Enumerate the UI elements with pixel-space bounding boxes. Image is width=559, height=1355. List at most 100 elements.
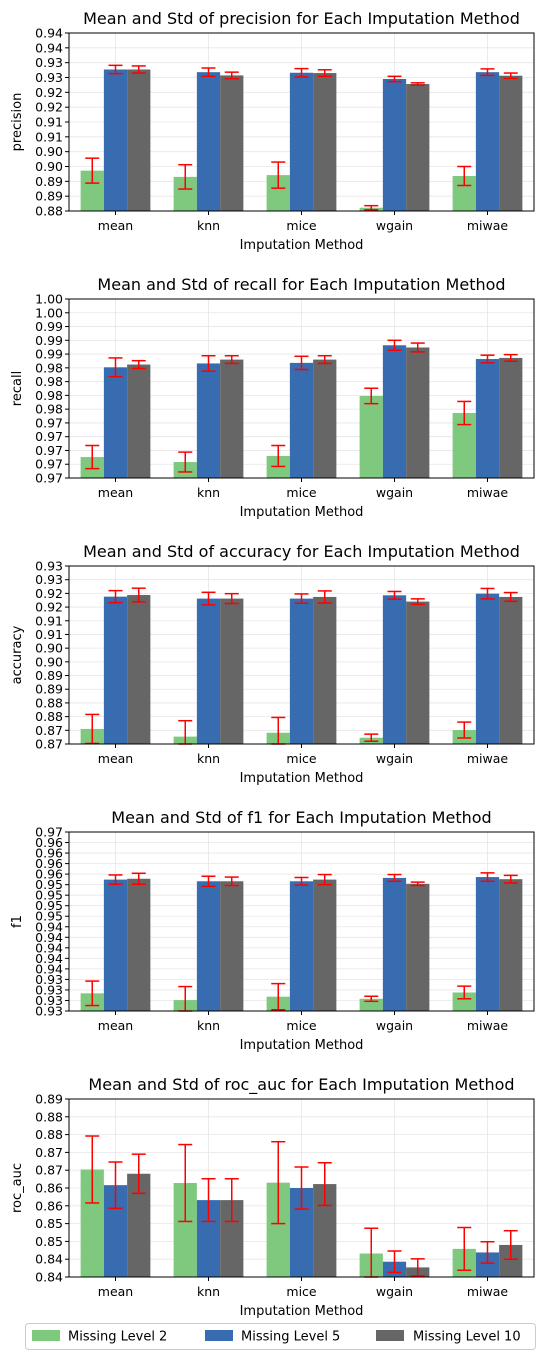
bar-wgain-series-2	[382, 345, 407, 478]
bars-recall	[80, 345, 523, 478]
bar-knn-series-2	[196, 598, 221, 744]
bar-mice-series-2	[289, 1188, 314, 1277]
legend-swatch-level-2	[32, 1330, 60, 1341]
y-tick-label: 0.93	[35, 993, 63, 1008]
y-tick-label: 0.93	[35, 972, 63, 987]
x-tick-label: wgain	[376, 751, 413, 766]
bar-mean-series-3	[127, 364, 151, 478]
y-ticks-precision: 0.880.890.890.900.900.910.910.920.920.93…	[35, 26, 69, 219]
bar-wgain-series-2	[382, 877, 407, 1011]
bar-knn-series-1	[173, 176, 197, 211]
y-tick-label: 0.89	[35, 1092, 63, 1107]
y-tick-label: 1.00	[35, 305, 63, 320]
bar-wgain-series-3	[406, 883, 430, 1011]
bar-knn-series-2	[196, 881, 221, 1011]
chart-title: Mean and Std of accuracy for Each Imputa…	[83, 542, 520, 561]
bar-mice-series-3	[313, 1184, 337, 1277]
y-tick-label: 0.97	[35, 429, 63, 444]
x-tick-label: mice	[286, 1018, 317, 1033]
y-tick-label: 0.93	[35, 55, 63, 70]
y-tick-label: 0.89	[35, 189, 63, 204]
bar-mean-series-3	[127, 595, 151, 744]
x-ticks-f1: mean knn mice wgain miwae	[98, 1011, 508, 1033]
y-tick-label: 0.94	[35, 40, 63, 55]
legend-swatch-level-10	[376, 1330, 404, 1341]
error-bars-recall	[85, 339, 518, 473]
y-axis-label: recall	[10, 371, 25, 406]
bar-knn-series-2	[196, 1200, 221, 1277]
bar-mean-series-3	[127, 69, 151, 212]
x-tick-label: knn	[197, 218, 220, 233]
bar-miwae-series-1	[452, 992, 476, 1011]
bar-mean-series-2	[103, 596, 128, 744]
legend: Missing Level 2 Missing Level 5 Missing …	[25, 1323, 536, 1350]
y-tick-label: 0.92	[35, 600, 63, 615]
chart-panel-recall: 0.970.970.970.970.970.980.980.980.980.99…	[10, 275, 535, 520]
bar-mice-series-1	[266, 175, 290, 211]
bar-mice-series-1	[266, 1182, 290, 1277]
bar-wgain-series-1	[359, 395, 383, 478]
y-tick-label: 0.98	[35, 360, 63, 375]
chart-panel-f1: 0.930.930.930.930.940.940.940.940.940.95…	[10, 808, 535, 1053]
y-tick-label: 0.89	[35, 668, 63, 683]
y-ticks-roc_auc: 0.84 0.84 0.85 0.85 0.86 0.86 0.87 0.87 0.88 0.88…	[35, 1092, 69, 1285]
x-tick-label: mice	[286, 1284, 317, 1299]
chart-panel-accuracy: 0.870.870.880.880.890.890.900.900.910.91…	[10, 542, 535, 786]
error-bars-f1	[85, 872, 518, 1012]
x-axis-label: Imputation Method	[240, 238, 364, 253]
y-tick-label: 0.93	[35, 70, 63, 85]
bar-miwae-series-2	[475, 359, 500, 478]
y-tick-label: 0.94	[35, 940, 63, 955]
chart-title: Mean and Std of f1 for Each Imputation M…	[111, 808, 491, 827]
bar-mean-series-1	[80, 1169, 104, 1277]
x-tick-label: knn	[197, 1018, 220, 1033]
y-tick-label: 0.95	[35, 898, 63, 913]
x-tick-label: mice	[286, 485, 317, 500]
y-axis-label: accuracy	[10, 625, 25, 684]
y-tick-label: 0.96	[35, 867, 63, 882]
bar-miwae-series-2	[475, 72, 500, 211]
bar-mice-series-3	[313, 73, 337, 211]
bar-knn-series-1	[173, 1183, 197, 1277]
chart-panel-roc_auc: 0.84 0.84 0.85 0.85 0.86 0.86 0.87 0.87 0.88 0.88…	[10, 1075, 535, 1319]
bar-mice-series-3	[313, 879, 337, 1011]
bar-miwae-series-2	[475, 877, 500, 1011]
y-tick-label: 0.99	[35, 319, 63, 334]
y-tick-label: 0.93	[35, 1004, 63, 1019]
y-tick-label: 0.90	[35, 641, 63, 656]
bar-wgain-series-2	[382, 595, 407, 744]
bar-miwae-series-3	[499, 596, 523, 744]
error-bars-accuracy	[85, 587, 518, 745]
y-tick-label: 0.95	[35, 888, 63, 903]
y-tick-label: 0.92	[35, 85, 63, 100]
legend-frame	[25, 1323, 536, 1350]
y-tick-label: 0.96	[35, 856, 63, 871]
y-tick-label: 0.97	[35, 457, 63, 472]
y-ticks-recall: 0.970.970.970.970.970.980.980.980.980.99…	[35, 292, 69, 486]
x-ticks-roc_auc: mean knn mice wgain miwae	[98, 1277, 508, 1299]
charts-container: 0.880.890.890.900.900.910.910.920.920.93…	[10, 9, 535, 1319]
y-tick-label: 0.84	[35, 1270, 63, 1285]
y-tick-label: 0.89	[35, 682, 63, 697]
bar-miwae-series-2	[475, 593, 500, 744]
bar-miwae-series-1	[452, 413, 476, 478]
y-axis-label: roc_auc	[10, 1163, 25, 1213]
y-tick-label: 0.85	[35, 1216, 63, 1231]
bar-mean-series-3	[127, 878, 151, 1011]
y-ticks-f1: 0.930.930.930.930.940.940.940.940.940.95…	[35, 825, 69, 1019]
bar-wgain-series-3	[406, 347, 430, 478]
y-tick-label: 0.93	[35, 572, 63, 587]
x-tick-label: miwae	[467, 218, 509, 233]
bar-knn-series-2	[196, 72, 221, 211]
y-tick-label: 0.98	[35, 388, 63, 403]
error-bars-precision	[85, 64, 518, 211]
x-tick-label: mean	[98, 751, 133, 766]
y-tick-label: 0.94	[35, 26, 63, 41]
y-tick-label: 0.97	[35, 471, 63, 486]
y-tick-label: 0.87	[35, 723, 63, 738]
y-tick-label: 0.91	[35, 129, 63, 144]
x-tick-label: mice	[286, 218, 317, 233]
bar-mean-series-2	[103, 879, 128, 1011]
bar-mice-series-2	[289, 881, 314, 1011]
y-tick-label: 0.92	[35, 100, 63, 115]
